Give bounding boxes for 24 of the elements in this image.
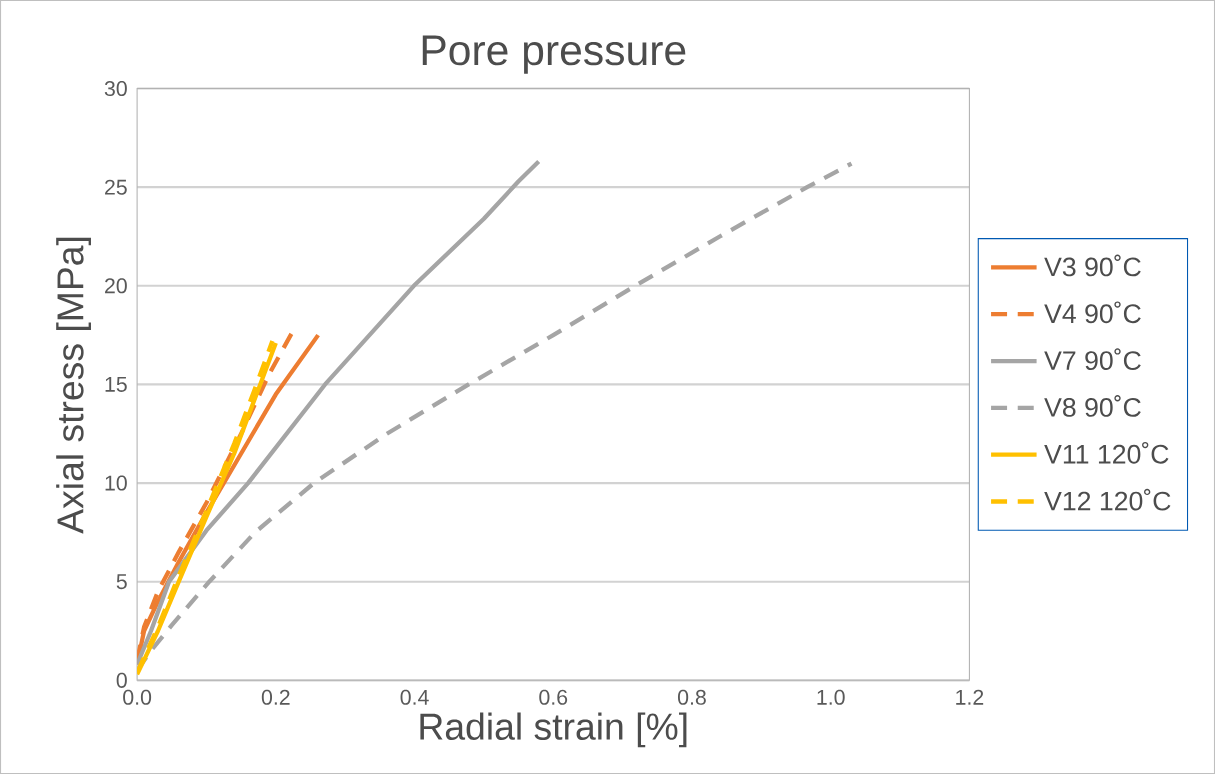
line-series [137,159,541,667]
x-tick-label: 0.2 [261,689,290,705]
x-tick-label: 0.4 [400,689,429,705]
legend-label: V4 90˚C [1044,301,1141,324]
x-tick-label: 0.0 [123,689,152,705]
y-tick-label: 5 [116,574,127,590]
legend-label: V3 90˚C [1044,254,1141,277]
legend-label: V8 90˚C [1044,395,1141,417]
legend-label: V11 120˚C [1044,441,1169,464]
x-tick-label: 1.2 [956,689,984,705]
x-tick-label: 1.0 [817,689,845,705]
legend-label: V7 90˚C [1044,348,1141,370]
y-tick-label: 30 [104,80,127,96]
y-tick-label: 10 [105,475,127,491]
y-tick-label: 0 [116,672,127,688]
y-axis-title: Axial stress [MPa] [56,237,91,534]
y-tick-label: 25 [105,179,127,195]
y-tick-label: 20 [105,278,127,294]
legend-label: V12 120˚C [1044,488,1171,511]
x-tick-label: 0.6 [539,689,568,705]
y-tick-label: 15 [105,376,127,392]
chart-title: Pore pressure [422,35,686,74]
x-axis-title: Radial strain [%] [420,712,687,748]
x-tick-label: 0.8 [677,689,706,705]
